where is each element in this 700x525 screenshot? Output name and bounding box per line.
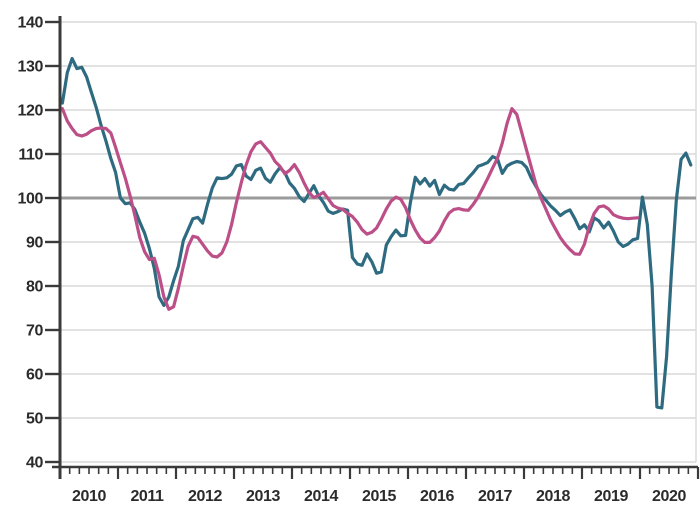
y-axis-label: 120	[18, 103, 44, 120]
teal-series-line	[60, 56, 693, 410]
x-axis-label: 2013	[246, 488, 280, 505]
x-axis-label: 2010	[72, 488, 106, 505]
x-axis-label: 2018	[536, 488, 570, 505]
y-axis-label: 60	[26, 367, 43, 384]
x-axis-label: 2015	[362, 488, 396, 505]
x-axis-label: 2012	[188, 488, 222, 505]
y-axis-label: 140	[18, 15, 44, 32]
y-axis-label: 130	[18, 59, 44, 76]
x-axis-label: 2016	[420, 488, 454, 505]
x-axis-label: 2019	[594, 488, 628, 505]
y-axis-label: 70	[26, 323, 43, 340]
y-axis-label: 80	[26, 279, 43, 296]
pink-series-line	[60, 107, 640, 311]
y-axis-label: 100	[18, 191, 44, 208]
x-axis-label: 2017	[478, 488, 512, 505]
y-axis-label: 40	[26, 455, 43, 472]
x-axis-label: 2020	[652, 488, 686, 505]
x-axis-label: 2011	[130, 488, 164, 505]
y-axis-label: 90	[26, 235, 43, 252]
x-axis-label: 2014	[304, 488, 338, 505]
y-axis-label: 50	[26, 411, 43, 428]
y-axis-label: 110	[18, 147, 43, 164]
